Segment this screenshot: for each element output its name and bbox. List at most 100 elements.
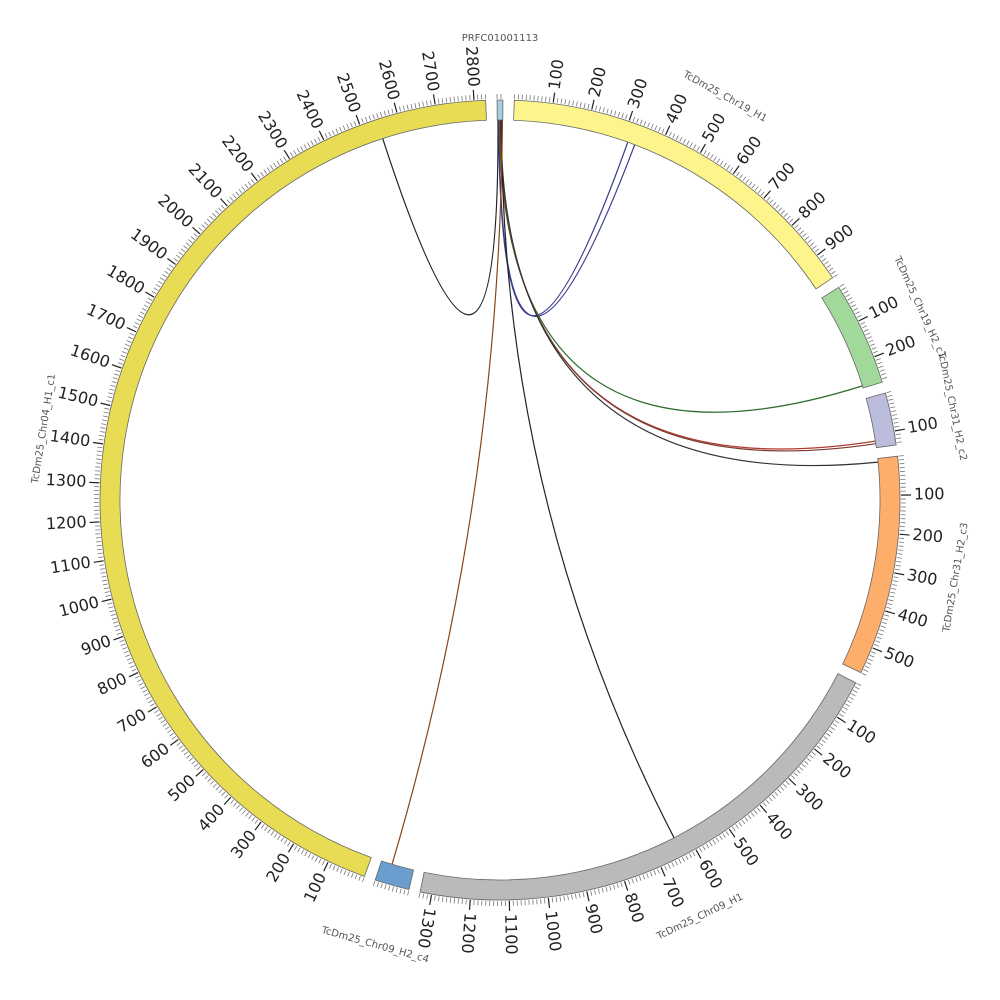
minor-tick xyxy=(98,438,104,441)
tick-label: 900 xyxy=(821,220,857,254)
minor-tick xyxy=(841,710,846,714)
minor-tick xyxy=(429,99,432,106)
minor-tick xyxy=(833,274,838,278)
minor-tick xyxy=(445,897,448,903)
minor-tick xyxy=(236,804,240,810)
minor-tick xyxy=(104,407,110,410)
minor-tick xyxy=(399,888,402,894)
major-tick xyxy=(586,891,590,902)
minor-tick xyxy=(267,828,271,834)
minor-tick xyxy=(706,152,711,157)
minor-tick xyxy=(686,140,690,146)
minor-tick xyxy=(311,855,315,860)
minor-tick xyxy=(893,576,899,579)
minor-tick xyxy=(391,108,394,114)
major-tick xyxy=(836,716,846,724)
minor-tick xyxy=(739,174,743,179)
minor-tick xyxy=(426,100,428,106)
tick-label: 200 xyxy=(262,850,294,886)
minor-tick xyxy=(605,886,608,892)
minor-tick xyxy=(891,587,897,590)
minor-tick xyxy=(239,807,243,812)
minor-tick xyxy=(541,96,543,102)
tick-label: 1100 xyxy=(49,552,92,577)
minor-tick xyxy=(639,119,643,125)
minor-tick xyxy=(350,872,354,878)
minor-tick xyxy=(578,893,581,899)
segment-arc xyxy=(842,455,901,674)
minor-tick xyxy=(780,210,785,215)
minor-tick xyxy=(188,239,193,244)
minor-tick xyxy=(860,321,866,325)
minor-tick xyxy=(865,332,871,336)
segment-label: TcDm25_Chr09_H2_c4 xyxy=(319,925,430,966)
minor-tick xyxy=(872,350,878,354)
minor-tick xyxy=(880,373,886,376)
minor-tick xyxy=(821,257,827,262)
minor-tick xyxy=(99,434,105,437)
minor-tick xyxy=(609,885,612,891)
minor-tick xyxy=(229,196,234,201)
minor-tick xyxy=(809,754,814,759)
minor-tick xyxy=(294,845,298,851)
minor-tick xyxy=(583,102,586,109)
minor-tick xyxy=(616,883,619,889)
minor-tick xyxy=(260,171,264,177)
minor-tick xyxy=(164,270,169,275)
minor-tick xyxy=(807,239,812,244)
minor-tick xyxy=(120,354,126,358)
minor-tick xyxy=(342,125,346,131)
major-tick xyxy=(283,149,291,160)
minor-tick xyxy=(368,115,372,121)
minor-tick xyxy=(96,544,102,547)
minor-tick xyxy=(343,870,347,875)
minor-tick xyxy=(145,301,151,305)
minor-tick xyxy=(307,142,311,148)
major-tick xyxy=(432,94,436,105)
minor-tick xyxy=(766,196,771,201)
minor-tick xyxy=(675,135,679,140)
minor-tick xyxy=(101,419,107,422)
major-tick xyxy=(100,402,111,407)
minor-tick xyxy=(198,227,203,232)
minor-tick xyxy=(254,819,259,824)
minor-tick xyxy=(121,351,127,354)
minor-tick xyxy=(834,720,840,724)
minor-tick xyxy=(115,369,121,373)
minor-tick xyxy=(866,662,872,665)
minor-tick xyxy=(791,775,796,780)
minor-tick xyxy=(744,817,749,822)
major-tick xyxy=(872,647,883,653)
minor-tick xyxy=(362,877,365,883)
minor-tick xyxy=(242,809,246,815)
minor-tick xyxy=(760,191,765,196)
minor-tick xyxy=(318,858,322,864)
minor-tick xyxy=(304,851,308,857)
minor-tick xyxy=(876,636,882,640)
minor-tick xyxy=(418,102,421,108)
minor-tick xyxy=(830,726,835,731)
minor-tick xyxy=(303,144,307,150)
minor-tick xyxy=(99,568,105,570)
link xyxy=(501,119,675,839)
minor-tick xyxy=(780,786,785,791)
minor-tick xyxy=(244,183,249,189)
minor-tick xyxy=(99,564,105,566)
minor-tick xyxy=(735,824,739,829)
minor-tick xyxy=(142,689,148,693)
minor-tick xyxy=(101,575,107,578)
minor-tick xyxy=(567,895,569,901)
minor-tick xyxy=(812,245,817,250)
minor-tick xyxy=(119,639,125,643)
minor-tick xyxy=(102,583,108,586)
major-tick xyxy=(128,672,139,678)
tick-label: 200 xyxy=(883,331,918,360)
minor-tick xyxy=(109,610,115,613)
minor-tick xyxy=(545,96,547,102)
minor-tick xyxy=(141,308,147,312)
minor-tick xyxy=(402,105,405,111)
tick-label: 2800 xyxy=(462,46,484,88)
minor-tick xyxy=(868,339,874,343)
major-tick xyxy=(223,796,232,806)
minor-tick xyxy=(273,162,277,168)
